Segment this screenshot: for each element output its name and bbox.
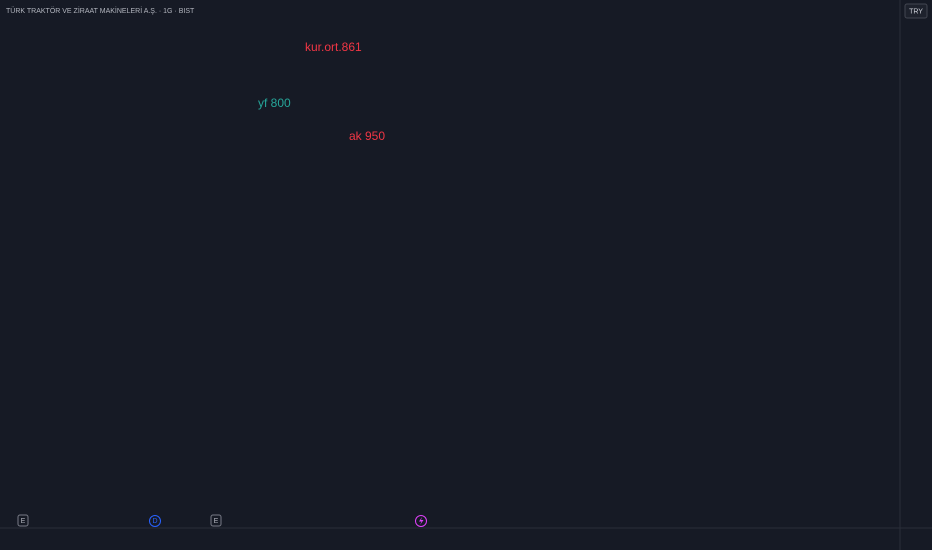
- event-label[interactable]: E: [21, 518, 26, 525]
- event-icon[interactable]: [210, 514, 222, 527]
- currency[interactable]: TRY: [909, 8, 923, 15]
- annotation: ak 950: [349, 129, 385, 143]
- event-icon[interactable]: [415, 515, 427, 527]
- event-label[interactable]: D: [152, 518, 157, 525]
- symbol-title: TÜRK TRAKTÖR VE ZİRAAT MAKİNELERİ A.Ş. ·…: [6, 6, 195, 15]
- event-icon[interactable]: [17, 514, 29, 527]
- currency-button[interactable]: [904, 3, 928, 19]
- annotation: yf 800: [258, 96, 291, 110]
- event-icon[interactable]: [149, 515, 161, 527]
- annotation: kur.ort.861: [305, 40, 362, 54]
- event-label[interactable]: E: [214, 518, 219, 525]
- dividend-icon[interactable]: [419, 517, 424, 525]
